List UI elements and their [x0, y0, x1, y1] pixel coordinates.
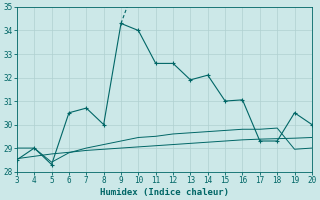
X-axis label: Humidex (Indice chaleur): Humidex (Indice chaleur)	[100, 188, 229, 197]
